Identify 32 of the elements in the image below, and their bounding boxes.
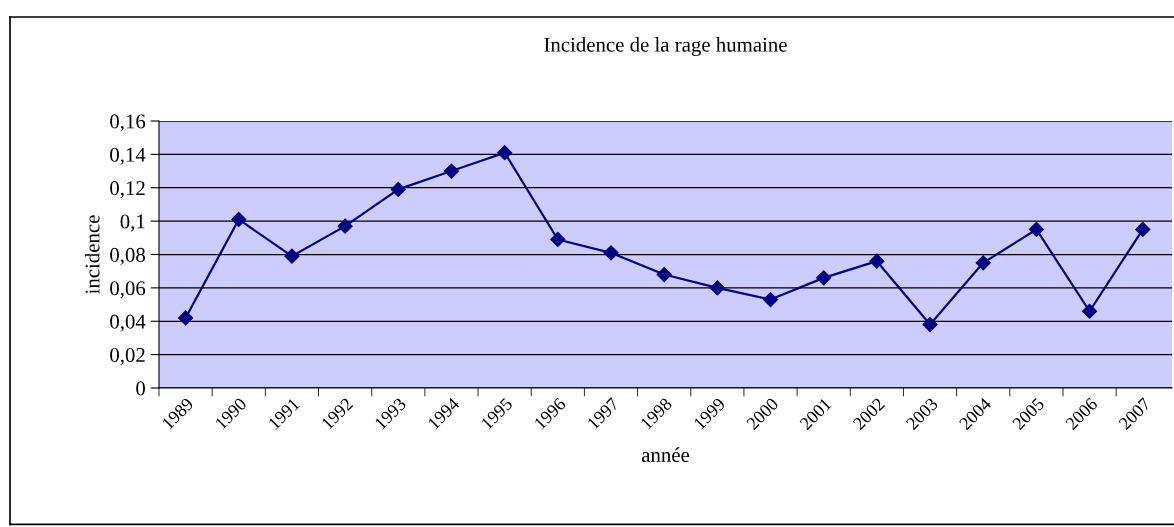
y-tick-label: 0 [136,381,146,396]
point [178,310,194,326]
point [656,266,672,283]
point [284,248,300,264]
point [390,181,406,197]
point [975,255,991,271]
point [869,253,885,269]
y-tick-label: 0,12 [110,181,145,199]
y-tick-label: 0,14 [110,147,146,165]
point [603,245,619,261]
point [443,163,460,179]
chart-title: Incidence de la rage humaine [544,37,787,57]
point [231,211,247,228]
y-axis-title: incidence [84,215,100,294]
point [550,231,566,248]
point [816,270,832,286]
point [762,291,779,308]
point [497,145,513,161]
y-tick-label: 0,06 [110,281,146,299]
x-tick-label: 1989 [161,397,195,430]
y-tick-label: 0,1 [120,214,145,232]
y-tick-label: 0,08 [110,247,146,265]
point [337,218,353,234]
point [709,280,725,296]
x-axis-title: année [641,447,690,462]
y-tick-label: 0,04 [110,314,146,332]
y-tick-label: 0,16 [110,114,146,132]
point [1028,221,1044,238]
y-tick-label: 0,02 [110,348,145,366]
point [922,317,938,333]
point [1082,303,1098,319]
point [1135,221,1151,238]
